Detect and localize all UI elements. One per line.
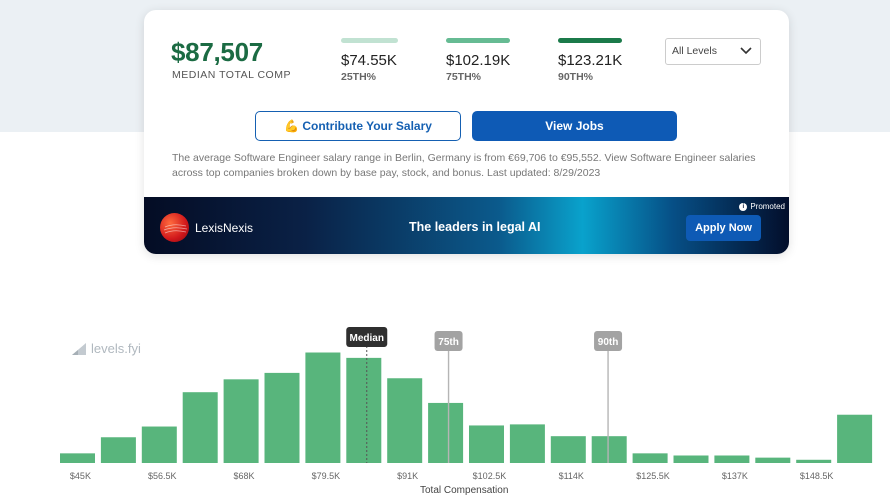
marker-label: Median [350, 333, 384, 344]
histogram-bar [469, 425, 504, 463]
histogram-bar [673, 455, 709, 463]
median-total-comp-label: MEDIAN TOTAL COMP [172, 69, 291, 81]
x-tick-label: $137K [722, 471, 748, 481]
percentile-25: $74.55K 25TH% [341, 38, 398, 83]
percentile-90-value: $123.21K [558, 52, 623, 69]
median-total-comp-value: $87,507 [171, 37, 263, 67]
marker-badge [434, 331, 463, 351]
info-icon: i [739, 202, 748, 211]
promoted-ad-banner[interactable]: LexisNexis The leaders in legal AI i Pro… [144, 197, 789, 254]
histogram-bar [837, 414, 873, 463]
marker-badge [594, 331, 623, 351]
ad-promoted-label: Promoted [750, 202, 785, 211]
percentile-90-bar [558, 38, 622, 43]
lexisnexis-logo-lines [163, 224, 188, 234]
level-select-value: All Levels [672, 45, 717, 57]
histogram-bar [796, 459, 832, 463]
x-tick-label: $102.5K [473, 471, 507, 481]
x-tick-label: $45K [70, 471, 91, 481]
chevron-down-icon [740, 47, 752, 55]
marker-label: 90th [598, 337, 619, 348]
percentile-75-bar [446, 38, 510, 43]
percentile-75-value: $102.19K [446, 52, 511, 69]
x-tick-label: $125.5K [636, 471, 670, 481]
percentile-25-value: $74.55K [341, 52, 397, 69]
percentile-25-label: 25TH% [341, 71, 377, 83]
histogram-bar [509, 424, 545, 463]
x-tick-label: $114K [559, 471, 584, 481]
salary-summary-card: $87,507 MEDIAN TOTAL COMP $74.55K 25TH% … [144, 10, 789, 254]
ad-tagline: The leaders in legal AI [409, 220, 541, 234]
histogram-bar [714, 455, 750, 463]
histogram-bar [591, 436, 627, 463]
x-tick-label: $68K [234, 471, 255, 481]
x-axis-title: Total Compensation [420, 485, 509, 495]
salary-distribution-chart: $45K $56.5K $68K $79.5K $91K $102.5K $114K $125… [60, 327, 873, 481]
salary-description: The average Software Engineer salary ran… [172, 152, 756, 179]
histogram-bar [60, 453, 95, 463]
percentile-90-label: 90TH% [558, 71, 594, 83]
histogram-bar [223, 379, 259, 463]
percentile-75: $102.19K 75TH% [446, 38, 510, 83]
histogram-bar [100, 437, 136, 463]
marker-label: 75th [438, 337, 459, 348]
ad-brand-name: LexisNexis [195, 221, 254, 235]
x-tick-label: $148.5K [800, 471, 834, 481]
histogram-bar [346, 357, 382, 463]
levels-fyi-watermark: levels.fyi [71, 341, 141, 356]
percentile-25-bar [341, 38, 398, 43]
histogram-bar [755, 457, 791, 463]
marker-badge [346, 327, 388, 347]
x-tick-label: $79.5K [312, 471, 341, 481]
levels-fyi-logo-icon [72, 342, 86, 355]
histogram-bar [305, 352, 341, 463]
histogram-bar [264, 372, 300, 463]
x-tick-label: $91K [397, 471, 418, 481]
histogram-bar [182, 392, 218, 463]
ad-apply-now-button[interactable]: Apply Now [686, 215, 761, 241]
percentile-90: $123.21K 90TH% [558, 38, 622, 83]
histogram-bar [141, 426, 177, 463]
histogram-bar [632, 453, 668, 463]
ad-promoted-badge: i Promoted [739, 202, 785, 211]
x-tick-label: $56.5K [148, 471, 177, 481]
histogram-bar [428, 402, 464, 463]
histogram-bar [550, 436, 586, 463]
percentile-75-label: 75TH% [446, 71, 482, 83]
level-select[interactable]: All Levels [665, 38, 761, 65]
view-jobs-button[interactable]: View Jobs [472, 111, 677, 141]
histogram-bar [387, 378, 423, 463]
levels-fyi-watermark-text: levels.fyi [91, 341, 141, 356]
contribute-salary-button[interactable]: 💪 Contribute Your Salary [255, 111, 461, 141]
